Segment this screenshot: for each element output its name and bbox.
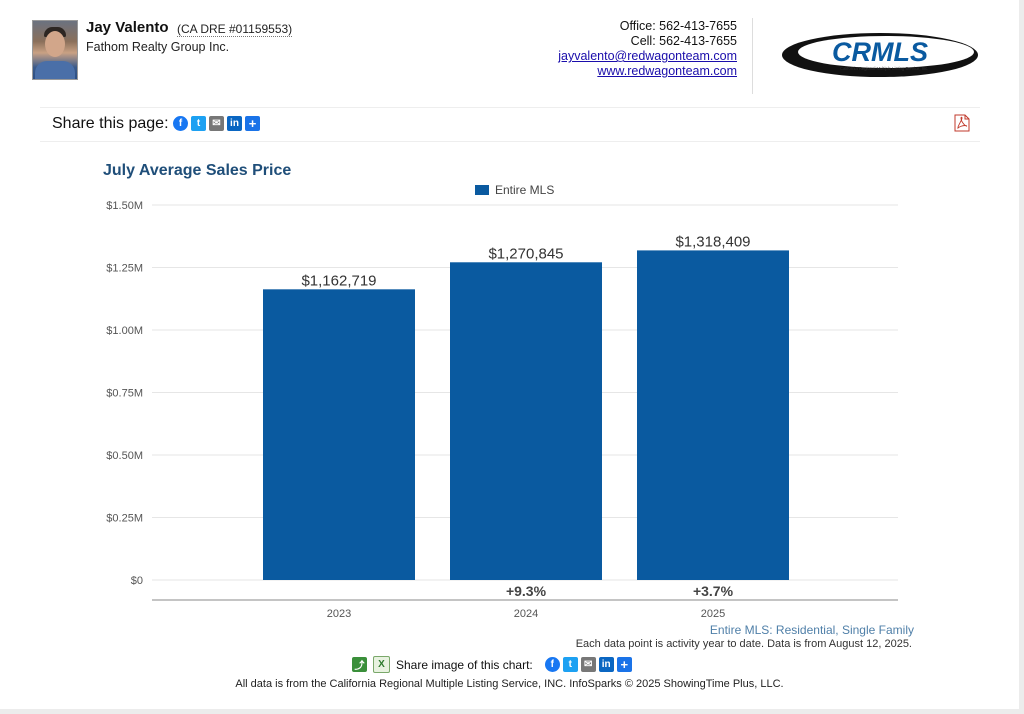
legend-label: Entire MLS — [495, 183, 555, 197]
bar-data-label: $1,162,719 — [301, 272, 376, 289]
data-footnote: Each data point is activity year to date… — [575, 638, 912, 650]
share-page-icons: f t ✉ in + — [173, 116, 260, 131]
legend-swatch — [475, 185, 489, 195]
logo-text: CRMLS — [832, 37, 928, 67]
crmls-logo: CRMLS California Regional Multiple Listi… — [782, 33, 978, 77]
bar-data-label: $1,270,845 — [488, 245, 563, 262]
plus-icon[interactable]: + — [245, 116, 260, 131]
bar — [450, 262, 602, 580]
share-bar: Share this page: f t ✉ in + — [40, 107, 980, 142]
share-image-label: Share image of this chart: — [396, 657, 533, 672]
change-label: +3.7% — [693, 583, 734, 599]
y-tick-label: $1.25M — [106, 263, 143, 275]
chart-title: July Average Sales Price — [103, 162, 292, 179]
x-tick-label: 2024 — [514, 608, 538, 620]
plus-icon[interactable]: + — [616, 657, 632, 672]
chart-area: $0 $0.25M $0.50M $0.75M $1.00M $1.25M $1.50M $1… — [106, 200, 898, 620]
linkedin-icon[interactable]: in — [598, 657, 614, 672]
bar-data-label: $1,318,409 — [675, 233, 750, 250]
y-tick-label: $0.50M — [106, 450, 143, 462]
cell-phone: Cell: 562-413-7655 — [630, 34, 737, 48]
twitter-icon[interactable]: t — [562, 657, 578, 672]
agent-photo — [32, 20, 78, 80]
logo-subtitle: California Regional Multiple Listing Ser… — [840, 66, 928, 71]
email-icon[interactable]: ✉ — [580, 657, 596, 672]
change-label: +9.3% — [506, 583, 547, 599]
linkedin-icon[interactable]: in — [227, 116, 242, 131]
agent-company: Fathom Realty Group Inc. — [86, 40, 230, 54]
contact-block: Office: 562-413-7655 Cell: 562-413-7655 … — [558, 19, 737, 79]
website-link[interactable]: www.redwagonteam.com — [597, 64, 737, 78]
agent-dre-number: (CA DRE #01159553) — [177, 22, 293, 37]
excel-icon[interactable]: X — [373, 656, 390, 673]
office-phone: Office: 562-413-7655 — [619, 19, 737, 33]
bar — [263, 289, 415, 580]
series-footnote: Entire MLS: Residential, Single Family — [709, 623, 914, 637]
copyright-notice: All data is from the California Regional… — [235, 678, 784, 690]
x-tick-label: 2023 — [327, 608, 351, 620]
share-image-bar: ⤴ X Share image of this chart: f t ✉ in … — [352, 656, 632, 673]
facebook-icon[interactable]: f — [544, 657, 560, 672]
y-tick-label: $1.00M — [106, 325, 143, 337]
share-chart-icon[interactable]: ⤴ — [352, 657, 367, 672]
y-tick-label: $0.75M — [106, 388, 143, 400]
bar — [637, 250, 789, 580]
twitter-icon[interactable]: t — [191, 116, 206, 131]
chart-legend: Entire MLS — [475, 183, 554, 197]
share-page-label: Share this page: — [52, 115, 169, 132]
agent-name: Jay Valento — [86, 19, 169, 36]
y-tick-label: $1.50M — [106, 200, 143, 212]
header-divider — [752, 18, 753, 94]
email-link[interactable]: jayvalento@redwagonteam.com — [558, 49, 737, 63]
y-tick-label: $0 — [131, 575, 143, 587]
x-tick-label: 2025 — [701, 608, 725, 620]
facebook-icon[interactable]: f — [173, 116, 188, 131]
email-icon[interactable]: ✉ — [209, 116, 224, 131]
pdf-icon[interactable] — [954, 114, 970, 132]
y-tick-label: $0.25M — [106, 513, 143, 525]
